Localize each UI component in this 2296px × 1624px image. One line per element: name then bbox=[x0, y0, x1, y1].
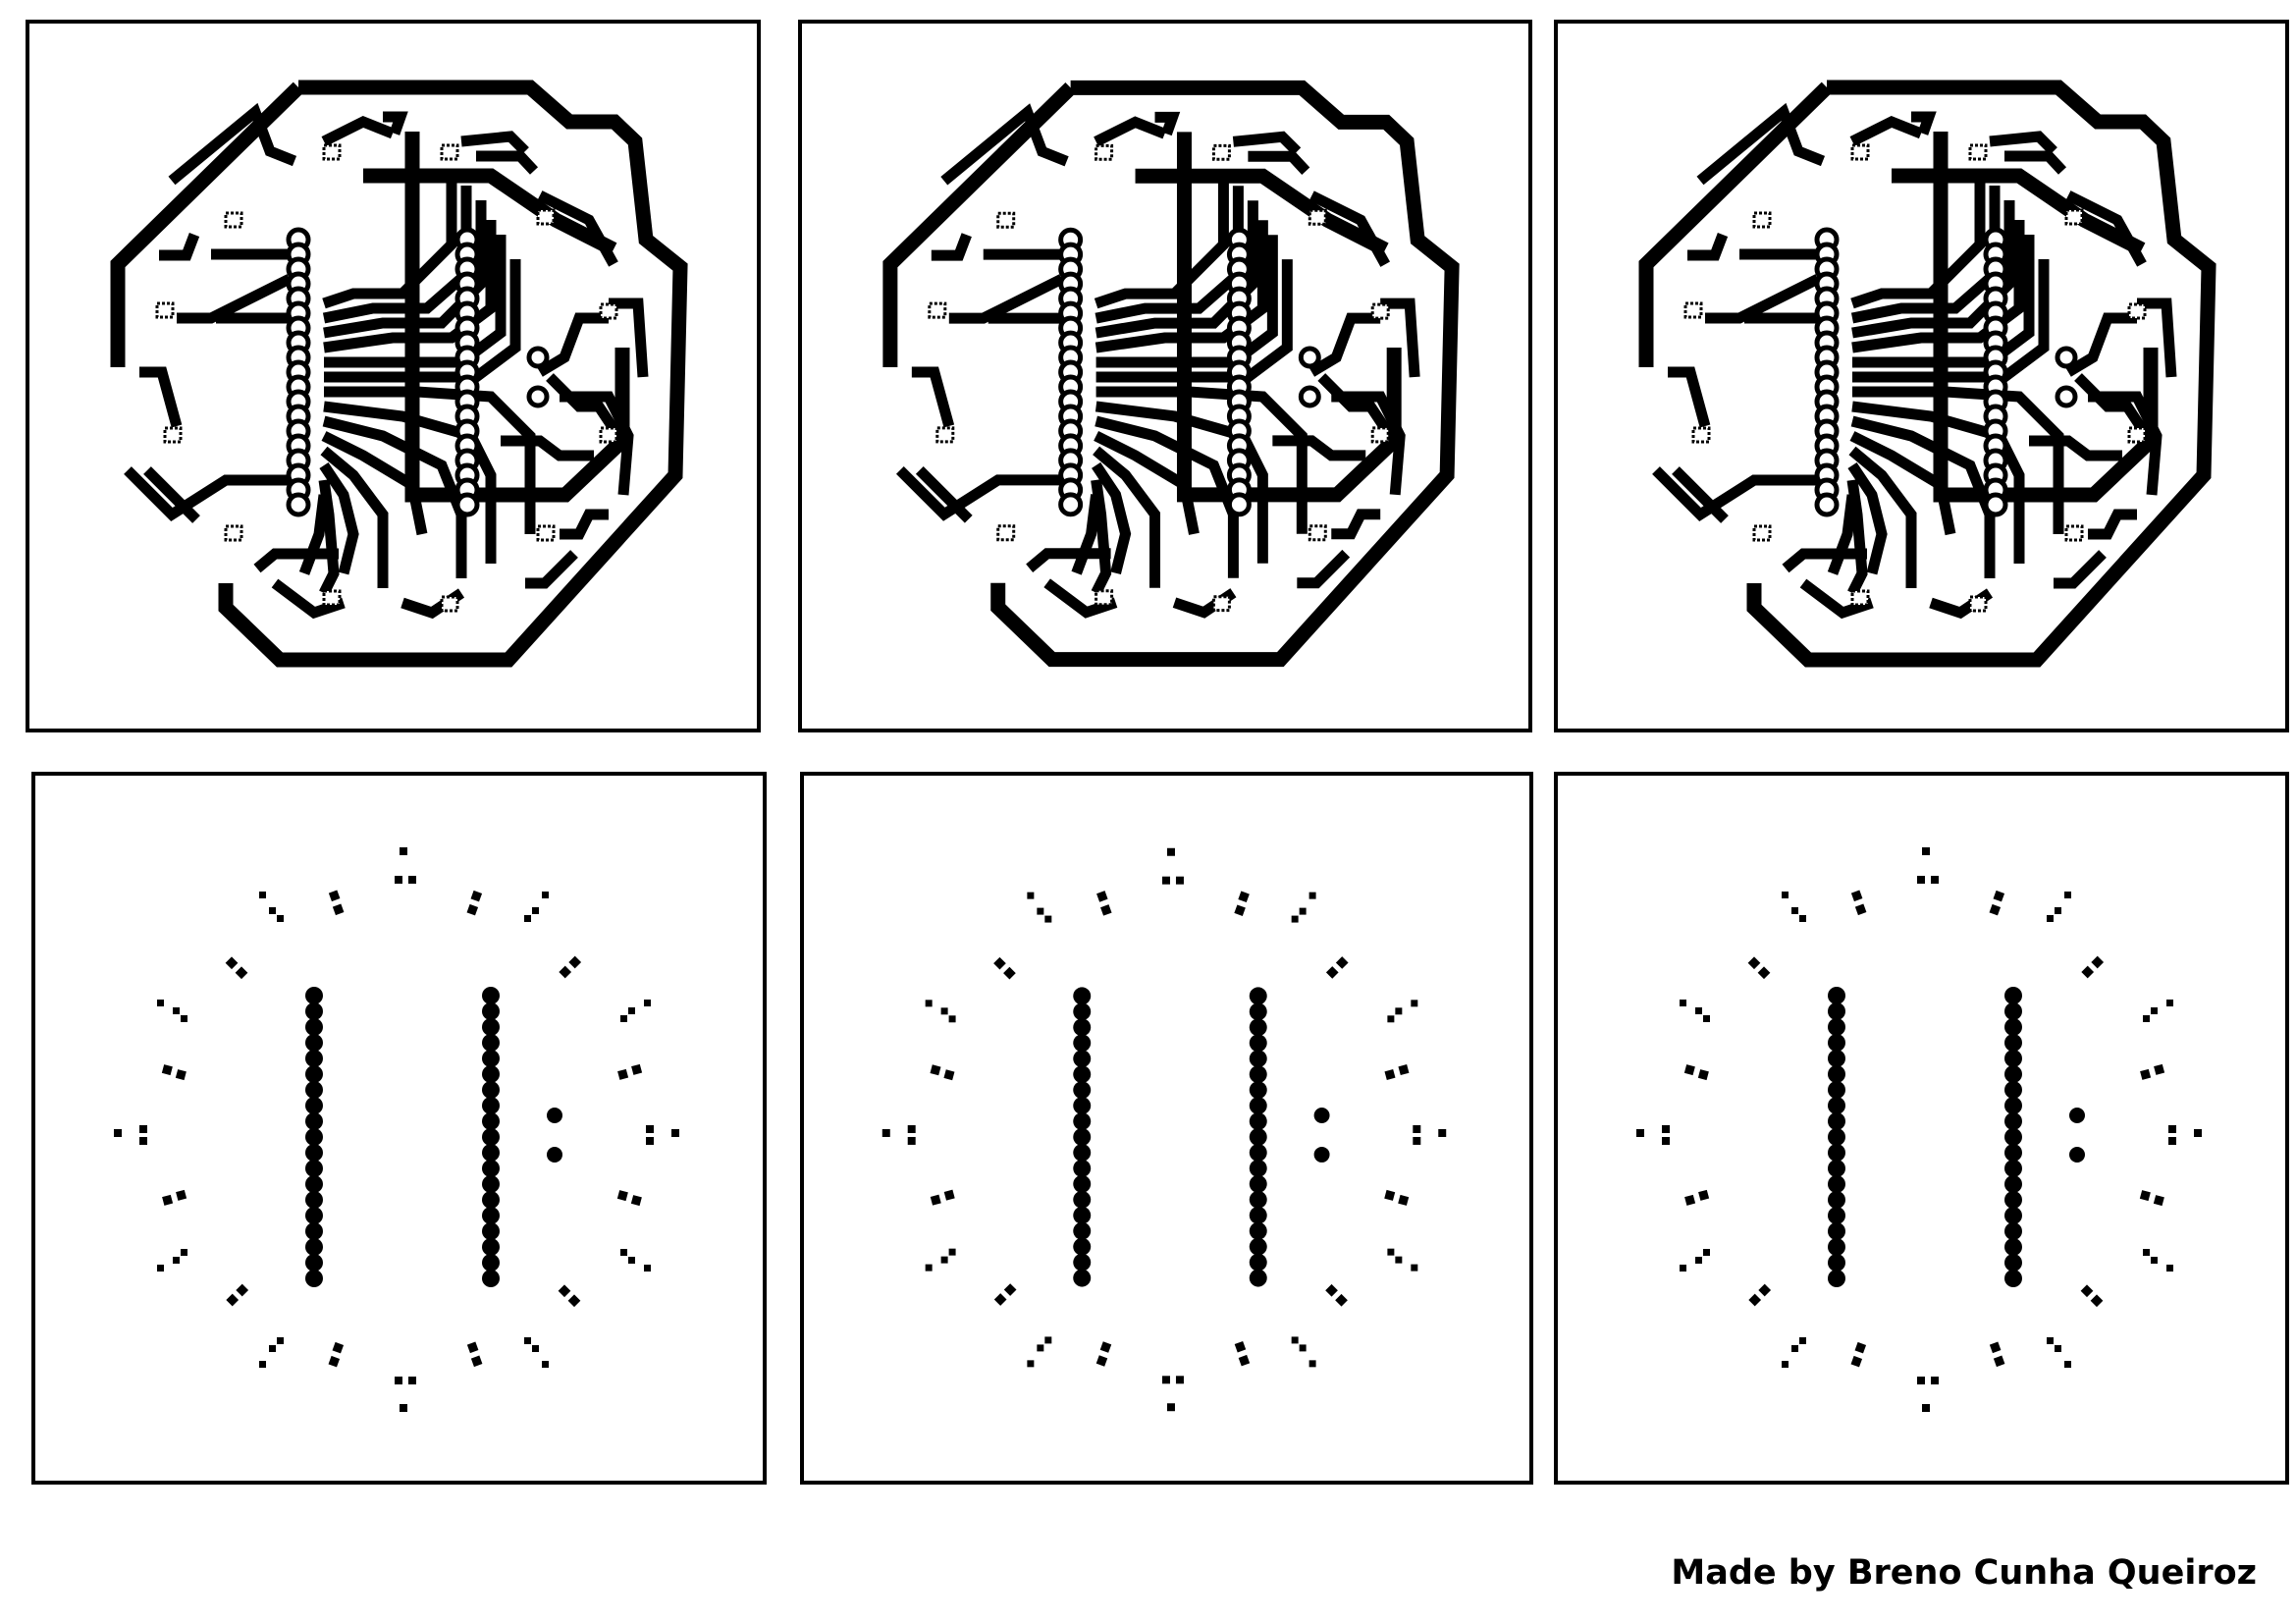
pcb-solder-pads bbox=[881, 847, 1447, 1412]
author-credit: Made by Breno Cunha Queiroz bbox=[1671, 1553, 2257, 1593]
copper-layer-view-1 bbox=[26, 20, 761, 732]
pcb-copper-traces bbox=[29, 24, 757, 729]
solder-mask-view-1 bbox=[31, 772, 767, 1485]
pcb-copper-traces bbox=[1558, 24, 2285, 729]
copper-layer-view-2 bbox=[798, 20, 1532, 732]
copper-layer-view-3 bbox=[1554, 20, 2289, 732]
solder-mask-view-3 bbox=[1554, 772, 2289, 1485]
pcb-copper-traces bbox=[802, 24, 1528, 729]
solder-mask-view-2 bbox=[800, 772, 1533, 1485]
pcb-solder-pads bbox=[114, 847, 679, 1412]
pcb-solder-pads bbox=[1636, 847, 2202, 1412]
